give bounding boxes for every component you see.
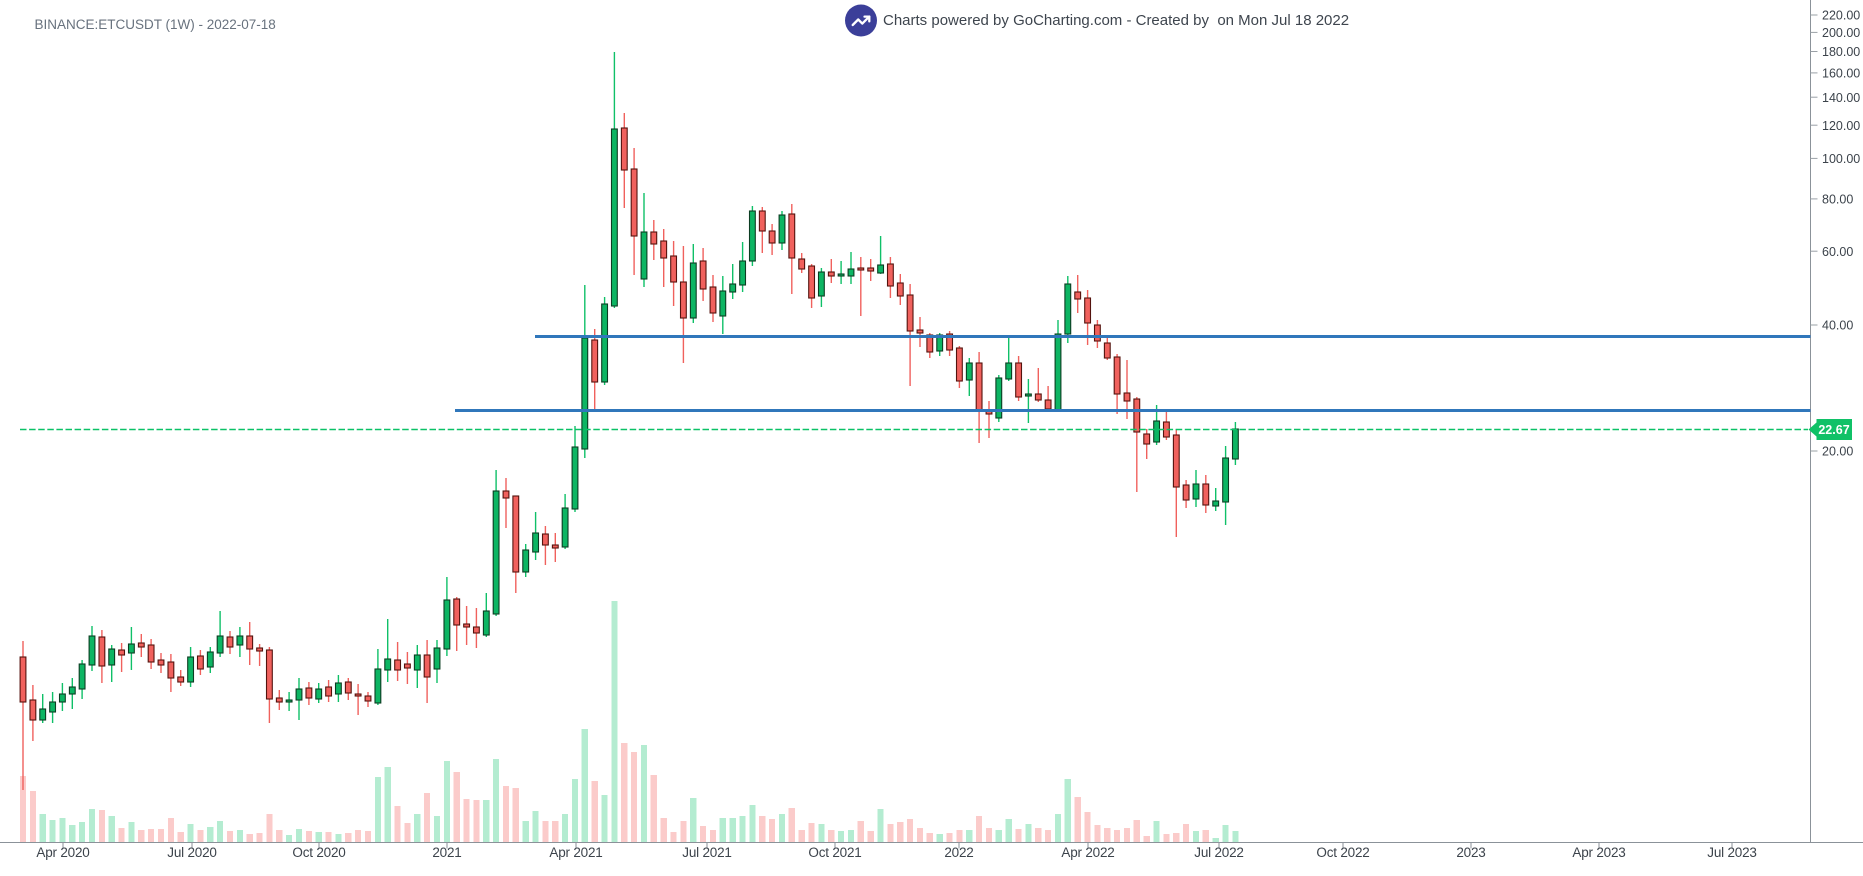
svg-text:140.00: 140.00 [1822, 91, 1860, 105]
svg-text:Apr 2022: Apr 2022 [1061, 845, 1114, 860]
svg-text:120.00: 120.00 [1822, 119, 1860, 133]
svg-text:Oct 2021: Oct 2021 [808, 845, 861, 860]
svg-text:22.67: 22.67 [1818, 423, 1849, 437]
svg-text:Oct 2022: Oct 2022 [1316, 845, 1369, 860]
svg-text:100.00: 100.00 [1822, 152, 1860, 166]
svg-text:Apr 2021: Apr 2021 [549, 845, 602, 860]
svg-text:Apr 2020: Apr 2020 [36, 845, 89, 860]
svg-text:Apr 2023: Apr 2023 [1572, 845, 1625, 860]
svg-text:Jul 2023: Jul 2023 [1707, 845, 1756, 860]
svg-text:180.00: 180.00 [1822, 45, 1860, 59]
svg-text:60.00: 60.00 [1822, 245, 1853, 259]
svg-text:200.00: 200.00 [1822, 26, 1860, 40]
svg-text:220.00: 220.00 [1822, 9, 1860, 23]
svg-text:BINANCE:ETCUSDT (1W) - 2022-07: BINANCE:ETCUSDT (1W) - 2022-07-18 [35, 17, 276, 32]
svg-text:Charts powered by GoCharting.c: Charts powered by GoCharting.com - Creat… [883, 12, 1349, 29]
svg-text:Oct 2020: Oct 2020 [292, 845, 345, 860]
svg-text:Jul 2021: Jul 2021 [682, 845, 731, 860]
svg-text:20.00: 20.00 [1822, 445, 1853, 459]
svg-text:2021: 2021 [432, 845, 461, 860]
svg-text:2022: 2022 [944, 845, 973, 860]
svg-text:160.00: 160.00 [1822, 67, 1860, 81]
svg-text:2023: 2023 [1456, 845, 1485, 860]
svg-text:Jul 2020: Jul 2020 [167, 845, 216, 860]
svg-text:Jul 2022: Jul 2022 [1194, 845, 1243, 860]
svg-text:80.00: 80.00 [1822, 193, 1853, 207]
svg-text:40.00: 40.00 [1822, 319, 1853, 333]
